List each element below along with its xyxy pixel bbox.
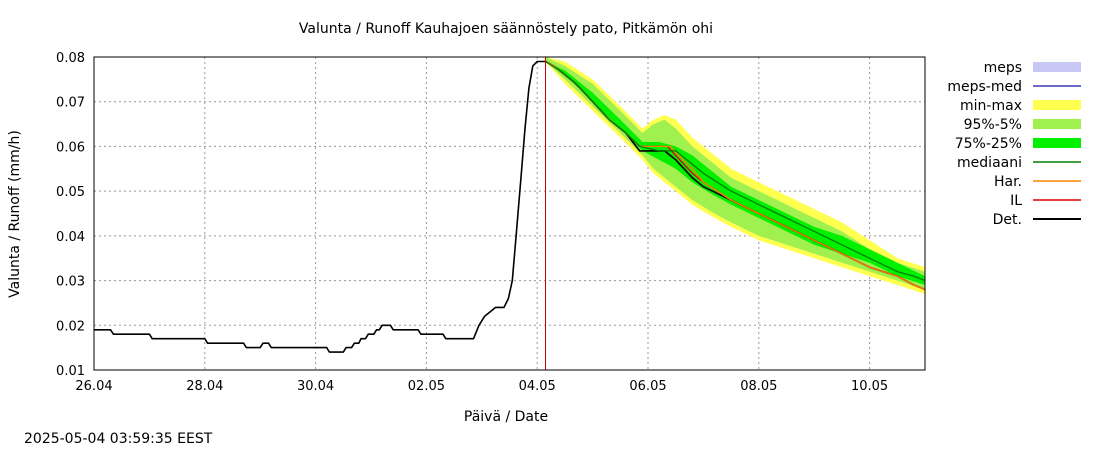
y-tick-label-5: 0.06 [56, 140, 85, 155]
band-p75_25 [545, 61, 925, 285]
chart-title: Valunta / Runoff Kauhajoen säännöstely p… [299, 21, 713, 37]
x-tick-label-7: 10.05 [851, 379, 888, 394]
legend-swatch-p75_25 [1033, 138, 1081, 148]
legend-swatch-meps [1033, 62, 1081, 72]
y-tick-label-0: 0.01 [56, 364, 85, 379]
series-median [545, 60, 926, 282]
y-axis-label: Valunta / Runoff (mm/h) [7, 130, 23, 298]
x-tick-label-5: 06.05 [629, 379, 666, 394]
band-p95_5 [545, 57, 925, 290]
y-axis-ticks: 0.01 0.02 0.03 0.04 0.05 0.06 0.07 0.08 [56, 51, 85, 379]
x-tick-label-2: 30.04 [297, 379, 334, 394]
y-tick-label-7: 0.08 [56, 51, 85, 66]
legend-label-det: Det. [993, 212, 1022, 228]
legend-swatch-p95_5 [1033, 119, 1081, 129]
x-tick-label-6: 08.05 [740, 379, 777, 394]
band-layer [545, 57, 925, 294]
x-axis-label: Päivä / Date [464, 409, 548, 425]
timestamp: 2025-05-04 03:59:35 EEST [24, 431, 213, 447]
legend-label-har: Har. [994, 174, 1022, 190]
legend-label-p75_25: 75%-25% [955, 136, 1022, 152]
legend-label-p95_5: 95%-5% [964, 117, 1022, 133]
legend-label-il: IL [1010, 193, 1022, 209]
x-tick-label-1: 28.04 [186, 379, 223, 394]
legend-label-median: mediaani [957, 155, 1022, 171]
legend-label-meps: meps [984, 60, 1022, 76]
y-tick-label-2: 0.03 [56, 275, 85, 290]
y-tick-label-3: 0.04 [56, 230, 85, 245]
series-layer [94, 60, 926, 353]
x-tick-label-3: 02.05 [408, 379, 445, 394]
x-axis-ticks: 26.04 28.04 30.04 02.05 04.05 06.05 08.05 10.05 [75, 379, 888, 394]
y-tick-label-6: 0.07 [56, 96, 85, 111]
legend-label-meps_med: meps-med [947, 79, 1022, 95]
legend: meps meps-med min-max 95%-5% 75%-25% mediaani… [947, 60, 1081, 228]
legend-label-minmax: min-max [960, 98, 1022, 114]
x-tick-label-0: 26.04 [75, 379, 112, 394]
series-det_observed [94, 60, 546, 353]
y-tick-label-4: 0.05 [56, 185, 85, 200]
plot-frame [93, 56, 926, 371]
legend-swatch-minmax [1033, 100, 1081, 110]
y-tick-label-1: 0.02 [56, 319, 85, 334]
x-tick-label-4: 04.05 [519, 379, 556, 394]
